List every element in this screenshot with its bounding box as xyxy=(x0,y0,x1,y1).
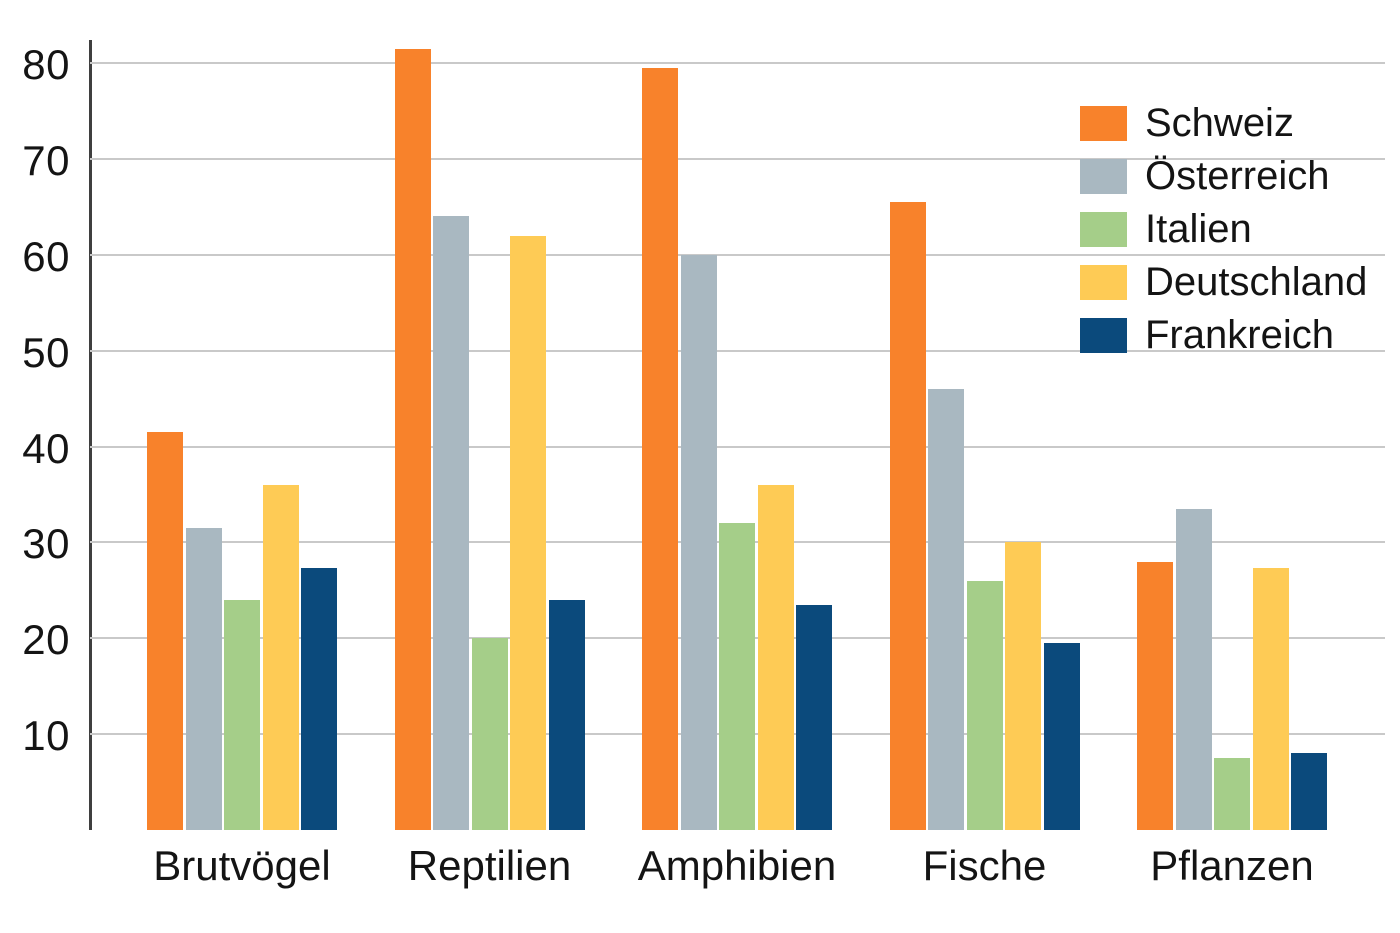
legend-swatch-österreich xyxy=(1080,159,1127,194)
x-category-label-reptilien: Reptilien xyxy=(407,842,572,889)
legend-swatch-italien xyxy=(1080,212,1127,247)
y-tick-label-30: 30 xyxy=(22,520,70,568)
bar-österreich-pflanzen xyxy=(1175,508,1212,830)
legend-label-italien: Italien xyxy=(1145,207,1252,251)
bar-schweiz-fische xyxy=(889,202,926,830)
gridline-60 xyxy=(90,253,1385,256)
legend-label-schweiz: Schweiz xyxy=(1145,101,1294,145)
bar-österreich-reptilien xyxy=(433,216,469,830)
bar-italien-brutvögel xyxy=(224,599,260,830)
bar-deutschland-pflanzen xyxy=(1252,568,1289,830)
y-tick-label-10: 10 xyxy=(22,712,70,760)
bar-italien-amphibien xyxy=(719,523,755,830)
bar-schweiz-amphibien xyxy=(642,67,678,830)
gridline-80 xyxy=(90,62,1385,64)
y-tick-label-60: 60 xyxy=(22,232,70,280)
bar-deutschland-brutvögel xyxy=(262,484,299,830)
legend-swatch-schweiz xyxy=(1080,106,1127,141)
legend-label-österreich: Österreich xyxy=(1145,154,1330,198)
x-category-label-amphibien: Amphibien xyxy=(637,842,837,889)
x-category-label-brutvögel: Brutvögel xyxy=(153,842,331,889)
y-tick-label-50: 50 xyxy=(22,328,70,376)
bar-frankreich-brutvögel xyxy=(301,568,337,830)
y-tick-label-80: 80 xyxy=(22,41,70,88)
bar-frankreich-amphibien xyxy=(796,604,832,830)
bar-deutschland-fische xyxy=(1005,542,1041,830)
legend-label-deutschland: Deutschland xyxy=(1145,260,1368,304)
bar-österreich-brutvögel xyxy=(185,527,222,830)
gridline-50 xyxy=(90,349,1385,352)
bar-italien-reptilien xyxy=(471,638,508,830)
y-tick-label-40: 40 xyxy=(22,424,70,472)
gridline-40 xyxy=(90,445,1385,448)
y-tick-label-20: 20 xyxy=(22,616,70,664)
bar-italien-pflanzen xyxy=(1214,758,1250,830)
legend-label-frankreich: Frankreich xyxy=(1145,313,1334,357)
bar-österreich-fische xyxy=(928,388,964,830)
y-axis-line xyxy=(89,40,92,830)
bar-schweiz-brutvögel xyxy=(147,432,183,830)
bar-frankreich-pflanzen xyxy=(1291,753,1327,830)
y-tick-label-70: 70 xyxy=(22,136,70,184)
bar-frankreich-fische xyxy=(1043,643,1080,830)
bar-österreich-amphibien xyxy=(680,254,717,830)
bar-deutschland-reptilien xyxy=(510,235,546,830)
legend-swatch-deutschland xyxy=(1080,265,1127,300)
bar-deutschland-amphibien xyxy=(757,484,794,830)
bar-schweiz-reptilien xyxy=(394,48,431,830)
legend-swatch-frankreich xyxy=(1080,318,1127,353)
bar-italien-fische xyxy=(966,580,1003,830)
x-category-label-fische: Fische xyxy=(922,842,1047,889)
bar-schweiz-pflanzen xyxy=(1137,561,1173,830)
x-category-label-pflanzen: Pflanzen xyxy=(1150,842,1314,889)
gridline-70 xyxy=(90,157,1385,160)
bar-frankreich-reptilien xyxy=(548,599,585,830)
